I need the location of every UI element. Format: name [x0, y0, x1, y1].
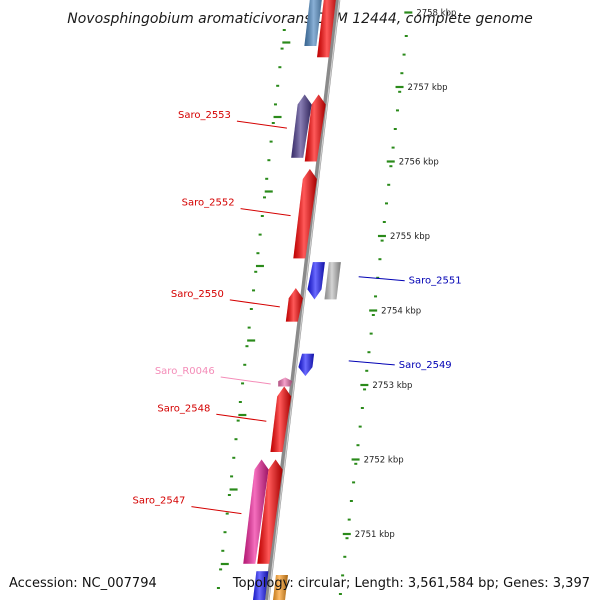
- gene-labels: Saro_2553 Saro_2552 Saro_2551 Saro_2550 Saro…: [132, 110, 462, 515]
- leader-line: [240, 208, 291, 217]
- gene-saro-2553[interactable]: [291, 94, 312, 158]
- scale-label: 2751 kbp: [355, 530, 395, 540]
- gene-saro-2552[interactable]: [293, 168, 317, 259]
- scale-label: 2755 kbp: [390, 232, 430, 242]
- leader-line: [191, 506, 242, 515]
- leader-line: [229, 299, 280, 308]
- scale-labels: 2758 kbp 2757 kbp 2756 kbp 2755 kbp 2754 kbp…: [355, 9, 457, 541]
- gene-label-saro-r0046[interactable]: Saro_R0046: [155, 366, 215, 377]
- gene-saro-2548[interactable]: [270, 386, 292, 453]
- gene-top-steel[interactable]: [304, 0, 324, 47]
- gene-label-saro-2553[interactable]: Saro_2553: [178, 110, 231, 121]
- leader-line: [236, 120, 287, 129]
- scale-label: 2758 kbp: [416, 9, 456, 19]
- leader-line: [216, 413, 267, 422]
- gene-label-saro-2547[interactable]: Saro_2547: [132, 496, 185, 507]
- tick-marks: [216, 11, 413, 595]
- gene-bottom-orange[interactable]: [272, 574, 288, 600]
- gene-label-saro-2552[interactable]: Saro_2552: [182, 198, 235, 209]
- gene-features: [243, 0, 341, 600]
- scale-label: 2757 kbp: [408, 83, 448, 93]
- gene-saro-2547-b[interactable]: [257, 459, 283, 564]
- genome-backbone: [264, 0, 341, 600]
- gene-saro-2551-b[interactable]: [324, 262, 341, 300]
- gene-top-red[interactable]: [317, 0, 339, 58]
- summary-text: Topology: circular; Length: 3,561,584 bp…: [232, 576, 590, 591]
- gene-saro-2547[interactable]: [243, 459, 269, 564]
- leader-line: [220, 376, 271, 385]
- leader-line: [358, 276, 405, 282]
- map-title: Novosphingobium aromaticivorans DSM 1244…: [67, 11, 532, 27]
- gene-label-saro-2551[interactable]: Saro_2551: [409, 276, 462, 287]
- gene-bottom-blue[interactable]: [252, 571, 269, 600]
- gene-saro-2550[interactable]: [285, 288, 303, 322]
- gene-label-saro-2549[interactable]: Saro_2549: [399, 360, 452, 371]
- backbone-highlight: [267, 0, 340, 600]
- gene-label-saro-2548[interactable]: Saro_2548: [157, 403, 210, 414]
- scale-label: 2754 kbp: [381, 307, 421, 317]
- gene-saro-2549[interactable]: [298, 353, 315, 377]
- scale-label: 2752 kbp: [364, 456, 404, 466]
- scale-label: 2753 kbp: [372, 381, 412, 391]
- gene-saro-r0046[interactable]: [278, 377, 293, 387]
- scale-label: 2756 kbp: [399, 158, 439, 168]
- gene-label-saro-2550[interactable]: Saro_2550: [171, 289, 224, 300]
- gene-saro-2551[interactable]: [307, 262, 325, 300]
- leader-line: [348, 360, 395, 366]
- gene-saro-2553-b[interactable]: [304, 94, 326, 162]
- accession-text: Accession: NC_007794: [9, 576, 157, 591]
